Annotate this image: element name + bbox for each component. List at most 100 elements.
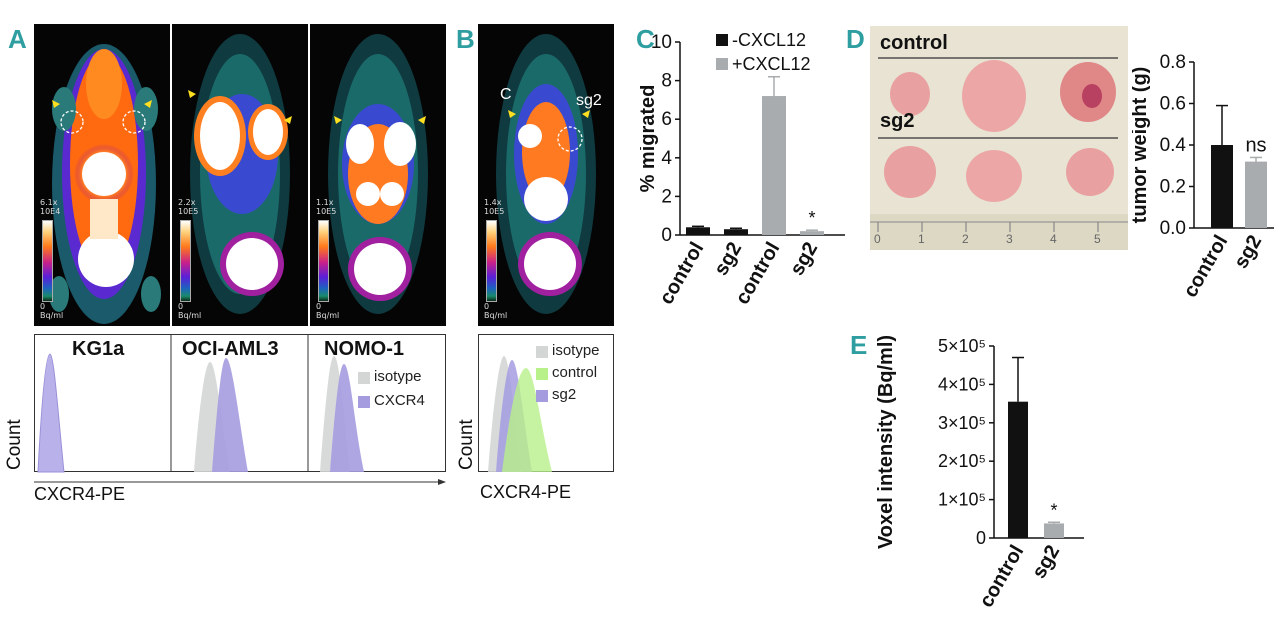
bar <box>1245 161 1267 228</box>
histogram-b-ylabel: Count <box>456 419 477 470</box>
significance-label: * <box>1050 500 1057 520</box>
legend-label: +CXCL12 <box>732 54 811 74</box>
scale-min-label: 0 Bq/ml <box>178 302 202 320</box>
legend-label: -CXCL12 <box>732 30 806 50</box>
y-tick-label: 4×10⁵ <box>938 374 986 394</box>
scale-max-label: 6.1x 10E4 <box>40 198 61 216</box>
histogram-panel-a: KG1a OCI-AML3 NOMO-1 isotype CXCR4 <box>34 334 446 485</box>
y-axis-label: Voxel intensity (Bq/ml) <box>876 335 897 549</box>
scale-min-label: 0 Bq/ml <box>484 302 508 320</box>
y-tick-label: 0.2 <box>1160 177 1186 198</box>
legend-swatch-sg2 <box>536 390 548 402</box>
y-tick-label: 1×10⁵ <box>938 490 986 510</box>
histogram-title-kg1a: KG1a <box>72 338 125 360</box>
scale-max-label: 1.1x 10E5 <box>316 198 337 216</box>
photo-label-control: control <box>880 32 948 54</box>
scale-max-label: 2.2x 10E5 <box>178 198 199 216</box>
pet-image-oci-aml3: 2.2x 10E5 0 Bq/ml <box>172 24 308 326</box>
y-tick-label: 0.6 <box>1160 94 1186 115</box>
scale-min-label: 0 Bq/ml <box>316 302 340 320</box>
color-scale-bar <box>42 220 53 302</box>
bar <box>724 229 748 235</box>
legend-label-control: control <box>552 364 598 381</box>
pet-label-sg2: sg2 <box>576 92 602 109</box>
ruler-label-0: 0 <box>874 232 881 246</box>
y-tick-label: 6 <box>661 109 672 130</box>
pet-image-nomo-1: 1.1x 10E5 0 Bq/ml <box>310 24 446 326</box>
bar <box>1211 145 1233 228</box>
bar <box>686 227 710 235</box>
chart-e: 0 1×10⁵ 2×10⁵ 3×10⁵ 4×10⁵ 5×10⁵ Voxel intensit… <box>876 335 1084 612</box>
y-axis-label: tumor weight (g) <box>1132 67 1151 224</box>
legend-label-sg2: sg2 <box>552 386 577 403</box>
legend-swatch <box>716 58 728 70</box>
ruler-label-4: 4 <box>1050 232 1057 246</box>
histogram-title-oci-aml3: OCI-AML3 <box>182 338 279 360</box>
y-axis-label: % migrated <box>640 85 659 193</box>
legend-swatch-cxcr4 <box>358 396 370 408</box>
y-tick-label: 8 <box>661 71 672 92</box>
legend-swatch-isotype <box>358 372 370 384</box>
bar <box>762 96 786 235</box>
y-tick-label: 3×10⁵ <box>938 413 986 433</box>
y-tick-label: 2×10⁵ <box>938 451 986 471</box>
pet-image-b: C sg2 1.4x 10E5 0 Bq/ml <box>478 24 614 326</box>
x-tick-label: sg2 <box>1230 232 1266 273</box>
x-tick-label: sg2 <box>1028 542 1064 583</box>
legend-label-isotype: isotype <box>374 368 422 385</box>
panel-letter-b: B <box>456 24 475 54</box>
y-tick-label: 10 <box>651 32 672 53</box>
pet-image-kg1a: 6.1x 10E4 0 Bq/ml <box>34 24 170 326</box>
x-tick-label: control <box>655 239 708 309</box>
significance-label: ns <box>1245 134 1266 156</box>
x-tick-label: sg2 <box>786 239 822 280</box>
photo-label-sg2: sg2 <box>880 110 915 132</box>
y-tick-label: 2 <box>661 186 672 207</box>
color-scale-bar <box>486 220 497 302</box>
bar <box>1008 401 1028 538</box>
bar <box>800 231 824 235</box>
histogram-a-xlabel: CXCR4-PE <box>34 484 126 504</box>
y-tick-label: 0.8 <box>1160 52 1186 73</box>
histogram-b-xlabel: CXCR4-PE <box>480 482 572 502</box>
y-tick-label: 4 <box>661 148 672 169</box>
bar <box>1044 523 1064 538</box>
legend-swatch <box>716 34 728 46</box>
mouse-pet-kg1a-graphic <box>49 44 161 324</box>
scale-min-label: 0 Bq/ml <box>40 302 64 320</box>
histogram-a-ylabel: Count <box>4 419 25 470</box>
ruler-label-5: 5 <box>1094 232 1101 246</box>
ruler-label-1: 1 <box>918 232 925 246</box>
y-tick-label: 0.4 <box>1160 135 1187 156</box>
pet-label-control: C <box>500 86 512 103</box>
mouse-pet-nomo-1-graphic <box>328 34 428 314</box>
x-tick-label: control <box>1179 232 1232 302</box>
color-scale-bar <box>180 220 191 302</box>
histogram-a-graphic <box>34 334 446 485</box>
histogram-title-nomo-1: NOMO-1 <box>324 338 404 360</box>
ruler-label-2: 2 <box>962 232 969 246</box>
panel-letter-a: A <box>8 24 27 54</box>
panel-letter-e: E <box>850 330 868 360</box>
mouse-pet-oci-aml3-graphic <box>188 34 292 314</box>
ruler-label-3: 3 <box>1006 232 1013 246</box>
mouse-pet-b-graphic <box>496 34 596 314</box>
tumor-photo: control sg2 0 1 2 3 4 5 <box>870 26 1128 250</box>
legend-swatch-isotype <box>536 346 548 358</box>
panel-letter-c: C <box>636 24 655 54</box>
legend-label-cxcr4: CXCR4 <box>374 392 425 409</box>
panel-letter-d: D <box>846 24 865 54</box>
color-scale-bar <box>318 220 329 302</box>
significance-label: * <box>808 208 815 228</box>
x-tick-label: control <box>975 542 1028 612</box>
y-tick-label: 0 <box>976 528 986 548</box>
legend-label-isotype: isotype <box>552 342 600 359</box>
chart-d: 0.0 0.2 0.4 0.6 0.8 tumor weight (g) controlsg… <box>1132 52 1274 302</box>
y-tick-label: 0.0 <box>1160 218 1186 239</box>
y-tick-label: 5×10⁵ <box>938 336 986 356</box>
y-tick-label: 0 <box>661 225 672 246</box>
tumor-photo-graphic <box>870 57 1128 250</box>
x-tick-label: sg2 <box>710 239 746 280</box>
legend-swatch-control <box>536 368 548 380</box>
